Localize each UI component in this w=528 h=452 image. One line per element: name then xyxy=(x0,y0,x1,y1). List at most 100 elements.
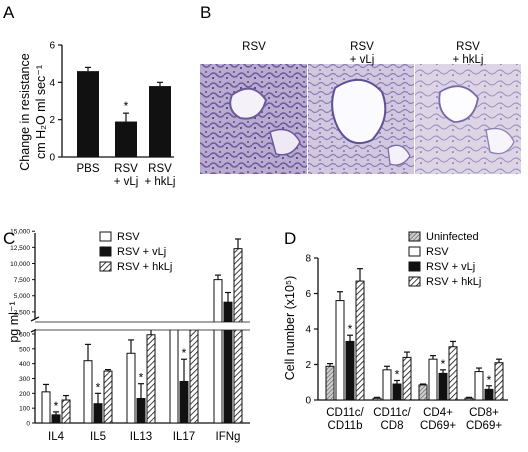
panel-a-bar xyxy=(115,121,137,157)
panel-c-ytick-label-upper: 10,000 xyxy=(10,261,30,268)
panel-c-ytick-label-lower: 0 xyxy=(26,421,30,428)
panel-a-ytick-label: 6 xyxy=(49,41,55,52)
panel-a-category-label: PBS xyxy=(76,163,99,175)
panel-a-ylabel-units: cm H₂O ml sec⁻¹ xyxy=(34,65,48,159)
panel-a-ylabel: Change in resistance xyxy=(18,53,32,170)
panel-c-bar xyxy=(223,301,233,424)
panel-c-bar xyxy=(189,323,199,424)
panel-c-bar xyxy=(136,398,146,424)
panel-label-a: A xyxy=(3,3,15,22)
panel-c-category-label: IL17 xyxy=(173,431,195,443)
caption-rsv-hklj-line1: RSV xyxy=(456,41,480,53)
caption-rsv-vlj-line1: RSV xyxy=(350,41,374,53)
panel-d-chart: 02468*CD11c/CD11b*CD11c/CD8*CD4+CD69+*CD… xyxy=(305,231,508,432)
vessel-rsv-vlj xyxy=(387,144,411,166)
vessel-rsv xyxy=(269,128,301,156)
panel-d-bar xyxy=(392,383,402,401)
panel-c-ylabel: pg ml⁻¹ xyxy=(7,301,21,342)
panel-c-bar xyxy=(103,370,113,424)
panel-c-bar xyxy=(213,279,223,424)
panel-c-significance: * xyxy=(54,399,59,413)
panel-c-bar xyxy=(51,414,61,424)
panel-a-y-axis-title: Change in resistance cm H₂O ml sec⁻¹ xyxy=(18,53,48,170)
panel-a-significance: * xyxy=(124,99,129,113)
panel-d-ytick-label: 4 xyxy=(305,325,311,336)
caption-rsv-vlj-line2: + vLj xyxy=(350,54,375,66)
panel-d-bar xyxy=(382,369,392,401)
panel-c-bar xyxy=(61,399,71,424)
panel-c-ytick-label-upper: 7,500 xyxy=(14,277,31,284)
panel-c-legend-label: RSV xyxy=(117,231,140,243)
panel-c-significance: * xyxy=(96,380,101,394)
panel-d-ytick-label: 2 xyxy=(305,360,311,371)
airway-lumen-rsv-hklj xyxy=(438,85,479,123)
panel-c-bar xyxy=(126,352,136,424)
panel-a-category-label: RSV xyxy=(148,163,172,175)
panel-label-d: D xyxy=(284,229,296,248)
panel-d-ylabel: Cell number (x10⁵) xyxy=(283,276,297,381)
panel-a-ytick-label: 4 xyxy=(49,78,55,89)
panel-c-category-label: IL13 xyxy=(130,431,152,443)
vessel-rsv-hklj xyxy=(485,127,515,155)
panel-a-bar xyxy=(77,71,99,157)
panel-d-ytick-label: 0 xyxy=(305,396,311,407)
panel-d-legend-label: RSV + hkLj xyxy=(426,276,481,288)
panel-d-bar xyxy=(428,358,438,401)
panel-a-category-label: + hkLj xyxy=(144,176,175,188)
panel-d-bar xyxy=(464,397,474,401)
panel-c-ytick-label-lower: 300 xyxy=(19,376,30,383)
panel-c-bar xyxy=(93,403,103,424)
panel-d-legend-label: Uninfected xyxy=(426,231,479,243)
panel-d-bar xyxy=(438,372,448,401)
panel-d-bar xyxy=(372,397,382,401)
panel-d-category-label: CD69+ xyxy=(420,420,456,432)
panel-c-ytick-label-lower: 600 xyxy=(19,332,30,339)
panel-c-axis-break xyxy=(30,316,40,322)
panel-label-b: B xyxy=(200,3,211,22)
panel-d-category-label: CD8 xyxy=(380,420,403,432)
panel-d-legend-label: RSV + vLj xyxy=(426,261,475,273)
panel-a-bar xyxy=(149,86,171,157)
panel-c-category-label: IFNg xyxy=(216,431,241,443)
panel-d-bar xyxy=(448,346,458,401)
panel-d-bar xyxy=(474,371,484,401)
caption-rsv-hklj-line2: + hkLj xyxy=(452,54,483,66)
panel-d-category-label: CD11b xyxy=(328,420,363,432)
panel-c-significance: * xyxy=(182,346,187,360)
panel-d-category-label: CD69+ xyxy=(466,420,502,432)
panel-c-category-label: IL4 xyxy=(48,431,65,443)
panel-c-significance: * xyxy=(139,371,144,385)
panel-c-ytick-label-upper: 15,000 xyxy=(10,229,30,236)
airway-lumen-rsv xyxy=(229,87,268,120)
panel-c-legend-label: RSV + vLj xyxy=(117,246,166,258)
panel-d-bar xyxy=(355,280,365,401)
panel-label-c: C xyxy=(3,229,15,248)
panel-a-ytick-label: 2 xyxy=(49,115,55,126)
panel-c-bar xyxy=(83,360,93,424)
panel-c-ytick-label-lower: 200 xyxy=(19,391,30,398)
panel-c-legend-swatch xyxy=(99,261,112,272)
panel-c-bar xyxy=(233,248,243,424)
panel-d-significance: * xyxy=(395,367,400,381)
panel-d-legend-swatch xyxy=(408,261,421,272)
panel-c-ytick-label-lower: 500 xyxy=(19,346,30,353)
airway-lumen-rsv-vlj xyxy=(331,79,387,144)
panel-d-legend-swatch xyxy=(408,246,421,257)
panel-d-significance: * xyxy=(487,373,492,387)
panel-b-histology xyxy=(200,64,521,174)
panel-c-ytick-label-upper: 12,500 xyxy=(10,245,30,252)
panel-d-significance: * xyxy=(348,322,353,336)
panel-a-category-label: + vLj xyxy=(114,176,139,188)
panel-d-category-label: CD4+ xyxy=(423,407,453,419)
panel-a-ytick-label: 0 xyxy=(49,153,55,164)
panel-c-bar xyxy=(146,334,156,424)
panel-d-bar xyxy=(402,356,412,401)
panel-c-legend-swatch xyxy=(99,231,112,242)
panel-d-bar xyxy=(484,388,494,401)
panel-d-legend-label: RSV xyxy=(426,246,449,258)
panel-d-legend-swatch xyxy=(408,231,421,242)
panel-c-chart: 0 100 200 300 400 500 600 2,500 5,000 7,500 10,000… xyxy=(10,229,251,443)
panel-d-bar xyxy=(494,362,504,401)
panel-d-ytick-label: 8 xyxy=(305,254,311,265)
